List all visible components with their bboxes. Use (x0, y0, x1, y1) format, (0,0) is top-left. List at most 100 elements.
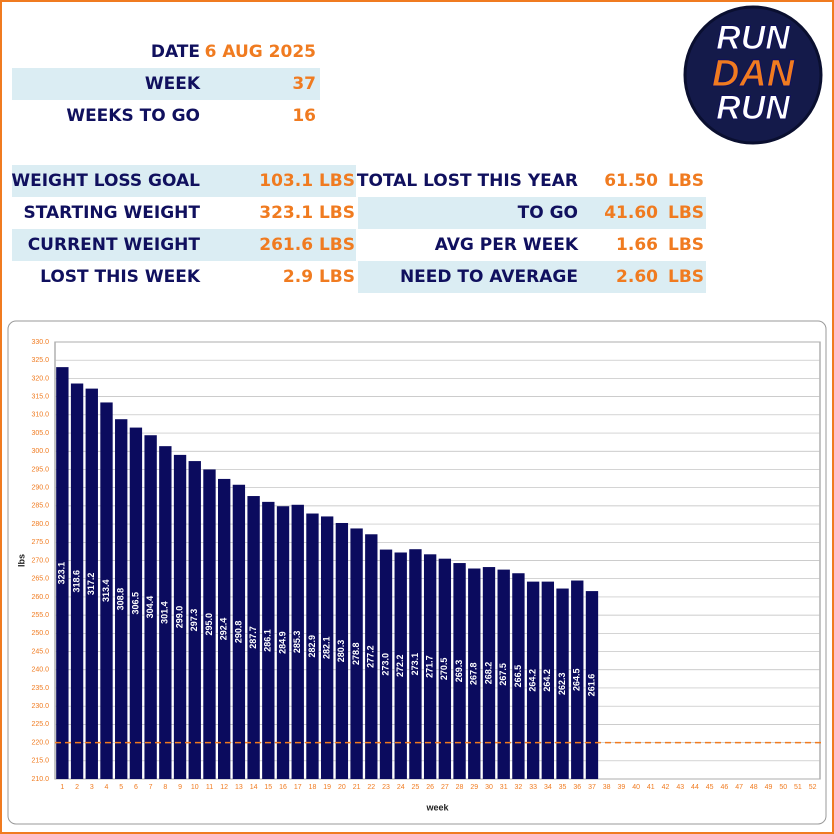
y-tick-label: 250.0 (31, 630, 49, 637)
bar (247, 496, 260, 779)
data-label: 290.8 (233, 621, 243, 644)
bar (218, 478, 231, 779)
x-tick-label: 7 (149, 784, 153, 791)
stat-value: 16 (292, 106, 316, 126)
x-tick-label: 17 (294, 784, 302, 791)
y-tick-label: 260.0 (31, 594, 49, 601)
data-label: 269.3 (454, 660, 464, 683)
x-tick-label: 52 (809, 784, 817, 791)
x-tick-label: 22 (367, 784, 375, 791)
y-tick-label: 325.0 (31, 357, 49, 364)
y-tick-label: 300.0 (31, 448, 49, 455)
y-tick-label: 265.0 (31, 576, 49, 583)
x-tick-label: 29 (470, 784, 478, 791)
bar (482, 567, 496, 779)
bar (320, 516, 334, 779)
logo-text: RUN (716, 89, 791, 127)
x-tick-label: 49 (765, 784, 773, 791)
bar (291, 504, 304, 779)
bar (526, 581, 540, 779)
y-tick-label: 295.0 (31, 466, 49, 473)
x-tick-label: 35 (559, 784, 567, 791)
x-tick-label: 8 (163, 784, 167, 791)
bar (365, 534, 378, 779)
x-tick-label: 51 (794, 784, 802, 791)
stat-value: 2.9 LBS (283, 267, 355, 287)
data-label: 295.0 (204, 613, 214, 636)
data-label: 285.3 (292, 631, 302, 654)
stat-label: TOTAL LOST THIS YEAR (357, 171, 578, 191)
logo-text: RUN (716, 19, 791, 57)
data-label: 317.2 (86, 573, 96, 596)
row-band (12, 229, 356, 261)
y-tick-label: 245.0 (31, 648, 49, 655)
data-label: 262.3 (557, 673, 567, 696)
logo-circle (683, 5, 823, 145)
stat-value: 103.1 LBS (259, 171, 355, 191)
data-label: 277.2 (366, 645, 376, 668)
data-label: 313.4 (101, 579, 111, 602)
x-tick-label: 44 (691, 784, 699, 791)
stat-label: STARTING WEIGHT (24, 203, 201, 223)
bar (115, 419, 128, 779)
y-tick-label: 310.0 (31, 412, 49, 419)
bar (85, 388, 98, 779)
data-label: 318.6 (71, 570, 81, 593)
data-label: 301.4 (160, 601, 170, 624)
data-label: 268.2 (483, 662, 493, 685)
x-tick-label: 38 (603, 784, 611, 791)
x-tick-label: 32 (515, 784, 523, 791)
bar (276, 506, 290, 779)
stat-value: 2.60 (616, 267, 658, 287)
data-label: 264.2 (542, 669, 552, 692)
bar (394, 552, 407, 779)
x-tick-label: 1 (60, 784, 64, 791)
stat-label: AVG PER WEEK (435, 235, 579, 255)
x-tick-label: 20 (338, 784, 346, 791)
x-tick-label: 33 (529, 784, 537, 791)
data-label: 284.9 (277, 631, 287, 654)
data-label: 270.5 (439, 658, 449, 681)
x-tick-label: 15 (264, 784, 272, 791)
data-label: 292.4 (219, 618, 229, 641)
bar (306, 513, 319, 779)
x-tick-label: 25 (412, 784, 420, 791)
data-label: 306.5 (130, 592, 140, 615)
data-label: 264.5 (572, 668, 582, 691)
x-tick-label: 48 (750, 784, 758, 791)
x-tick-label: 21 (353, 784, 361, 791)
stat-value: 261.6 LBS (259, 235, 355, 255)
data-label: 273.0 (380, 653, 390, 676)
y-tick-label: 280.0 (31, 521, 49, 528)
x-tick-label: 46 (720, 784, 728, 791)
data-label: 323.1 (57, 562, 67, 585)
stat-label: NEED TO AVERAGE (400, 267, 578, 287)
stat-label: DATE (151, 42, 200, 62)
y-tick-label: 315.0 (31, 393, 49, 400)
y-tick-label: 255.0 (31, 612, 49, 619)
logo-text: DAN (712, 53, 796, 95)
x-axis-label: week (425, 802, 449, 812)
stat-label: WEEKS TO GO (66, 106, 200, 126)
stat-unit: LBS (668, 235, 704, 255)
bar (541, 581, 555, 779)
y-tick-label: 285.0 (31, 503, 49, 510)
y-tick-label: 275.0 (31, 539, 49, 546)
data-label: 266.5 (513, 665, 523, 688)
bar (468, 568, 481, 779)
bar (453, 563, 466, 779)
y-tick-label: 230.0 (31, 703, 49, 710)
x-tick-label: 2 (75, 784, 79, 791)
y-tick-label: 215.0 (31, 758, 49, 765)
bar (159, 446, 172, 779)
bar (262, 501, 275, 779)
data-label: 273.1 (410, 653, 420, 676)
bar (203, 469, 216, 779)
bar (556, 588, 569, 779)
bar (56, 367, 69, 779)
y-tick-label: 240.0 (31, 667, 49, 674)
row-band (12, 68, 320, 100)
stat-unit: LBS (668, 267, 704, 287)
data-label: 267.5 (498, 663, 508, 686)
